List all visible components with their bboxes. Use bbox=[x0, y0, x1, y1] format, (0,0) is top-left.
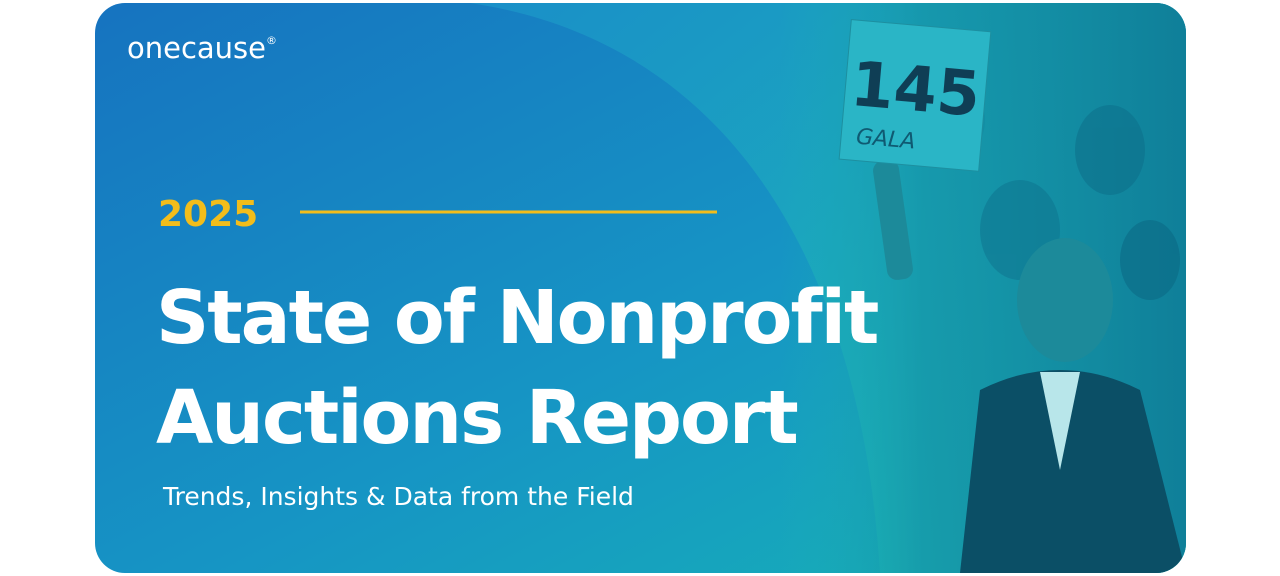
logo-name: onecause bbox=[127, 31, 266, 65]
paddle-number: 145 bbox=[848, 47, 983, 131]
title-line: State of Nonprofit bbox=[156, 275, 878, 361]
card: 145 GALA bbox=[95, 3, 1186, 573]
person bbox=[873, 160, 1186, 573]
subtitle: Trends, Insights & Data from the Field bbox=[162, 482, 634, 511]
paddle: 145 GALA bbox=[838, 19, 992, 172]
paddle-board bbox=[838, 19, 992, 172]
logo-mark: ® bbox=[266, 34, 277, 47]
logo: onecause® bbox=[127, 31, 277, 65]
paddle-text: GALA bbox=[855, 125, 916, 155]
year: 2025 bbox=[158, 194, 258, 235]
title-line: Auctions Report bbox=[156, 375, 797, 461]
